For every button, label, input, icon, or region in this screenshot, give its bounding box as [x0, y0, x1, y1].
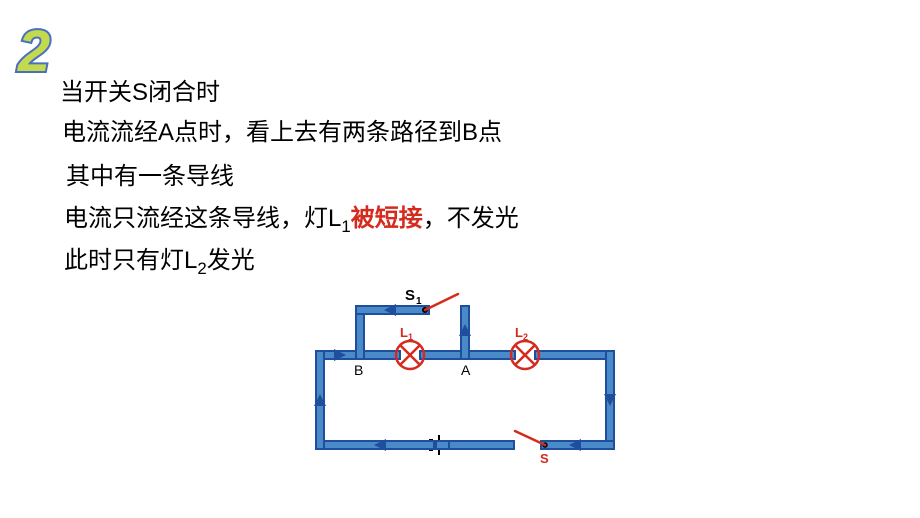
- svg-text:2: 2: [523, 332, 528, 342]
- svg-text:A: A: [461, 362, 471, 378]
- circuit-diagram: S1L1L2BAS: [290, 280, 670, 480]
- section-number: 222: [18, 18, 50, 85]
- svg-text:S: S: [405, 287, 415, 304]
- text-line: 电流只流经这条导线，灯L1被短接，不发光: [64, 198, 519, 237]
- svg-text:L: L: [515, 325, 523, 340]
- text-line: 其中有一条导线: [66, 156, 234, 191]
- svg-text:1: 1: [408, 332, 413, 342]
- svg-text:1: 1: [416, 296, 422, 307]
- text-line: 此时只有灯L2发光: [64, 240, 255, 279]
- text-line: 电流流经A点时，看上去有两条路径到B点: [62, 112, 502, 147]
- svg-text:L: L: [400, 325, 408, 340]
- svg-text:B: B: [354, 362, 363, 378]
- svg-text:S: S: [540, 451, 549, 466]
- text-line: 当开关S闭合时: [60, 72, 220, 107]
